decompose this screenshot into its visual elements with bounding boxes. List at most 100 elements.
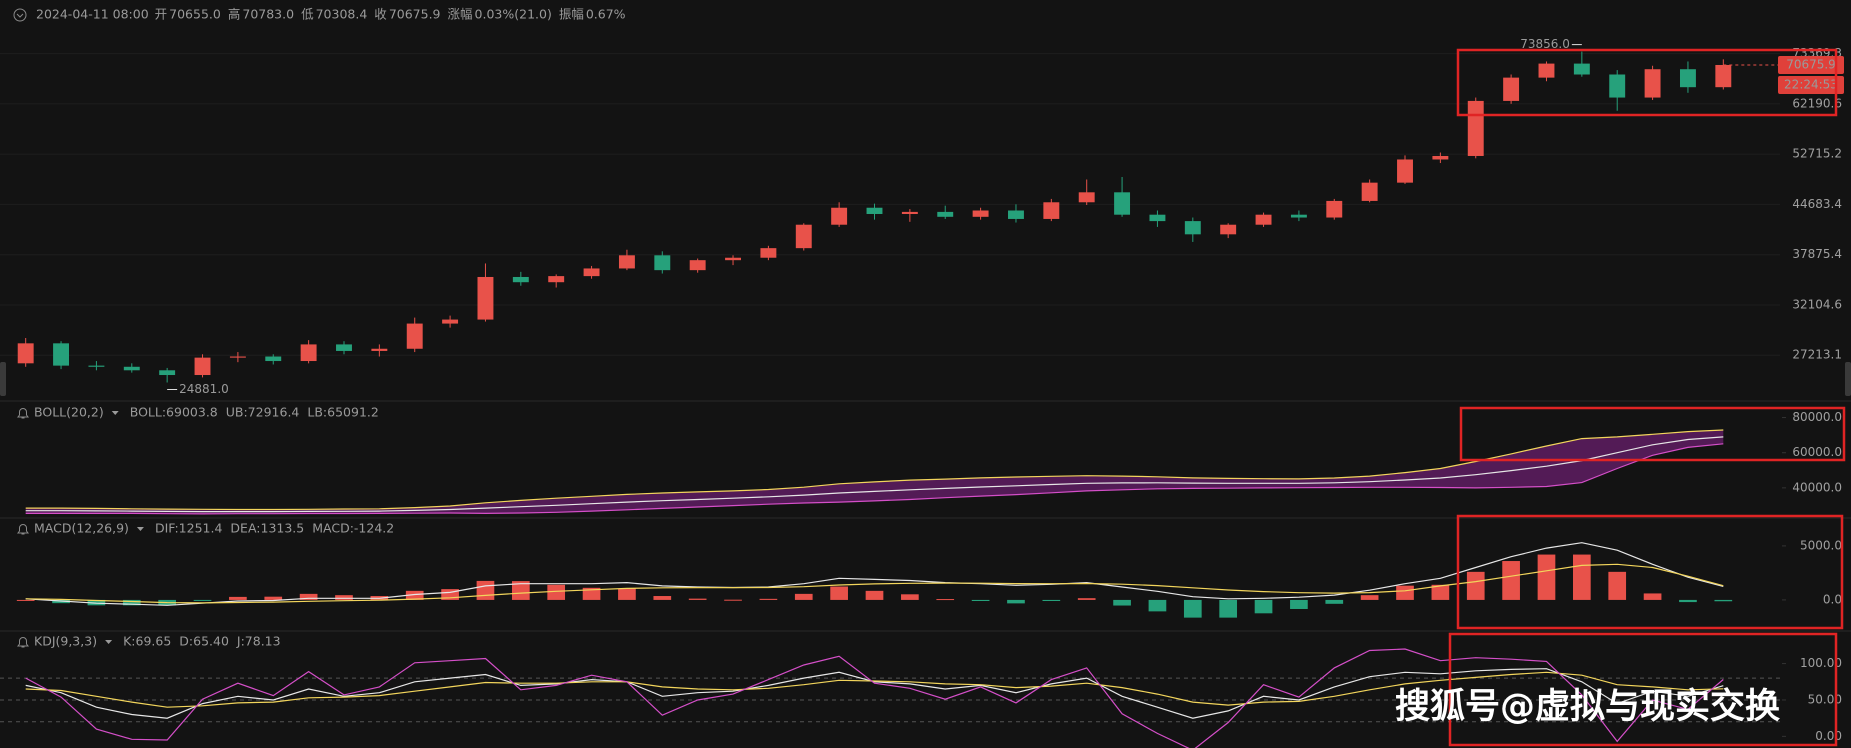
panel: 100.00 50.00 0.00 — [0, 637, 1842, 748]
candle-body — [1538, 63, 1555, 78]
candle-body — [866, 207, 883, 214]
highlight-box — [1459, 406, 1846, 462]
last-price-tag — [1778, 55, 1844, 74]
highlight-box — [1456, 514, 1844, 630]
macd-bar — [1396, 585, 1414, 600]
candle-body — [1043, 202, 1060, 219]
candle-body — [477, 276, 494, 320]
candle-body — [1008, 210, 1024, 219]
bell-icon — [17, 524, 29, 535]
panel: 80000.0 60000.0 40000.0 — [17, 408, 1842, 515]
countdown-label: 22:24:53 — [1784, 77, 1838, 91]
collapse-chevron — [16, 13, 24, 18]
macd-bar — [1183, 599, 1202, 618]
dropdown-arrow — [136, 527, 144, 531]
highlight-box — [1448, 632, 1838, 747]
macd-bar — [1360, 595, 1379, 600]
macd-bar — [441, 589, 459, 600]
macd-bar — [299, 593, 318, 600]
candle-body — [795, 224, 812, 249]
header-field-label: 低 — [301, 7, 314, 22]
macd-bar — [1431, 584, 1450, 600]
collapse-icon[interactable] — [13, 8, 27, 22]
d-line — [25, 671, 1724, 708]
macd-bar — [794, 593, 813, 600]
macd-bar — [1042, 599, 1061, 601]
macd-bar — [688, 598, 707, 600]
macd-bar — [1643, 593, 1662, 600]
header-field-value: 0.03%(21.0) — [475, 7, 552, 22]
candle-body — [1397, 159, 1413, 183]
middle-band — [25, 436, 1724, 513]
macd-bar — [335, 595, 353, 600]
y-tick-label: 37875.4 — [1792, 247, 1842, 261]
candle-body — [618, 255, 635, 269]
bell-icon — [17, 408, 29, 419]
candle-body — [1467, 100, 1484, 156]
candle-body — [229, 356, 246, 358]
candle-body — [1573, 63, 1590, 75]
macd-bar — [1290, 599, 1308, 609]
legend-entry: BOLL:69003.8 — [130, 405, 218, 420]
macd-bar — [264, 596, 283, 600]
candle-body — [1609, 74, 1626, 98]
plot-layers: 2024-04-11 08:00 开 70655.0 高 70783.0 低 70308.4… — [0, 7, 1844, 748]
y-tick-label: 52715.2 — [1792, 147, 1842, 161]
dea-line — [25, 563, 1724, 604]
macd-bar — [229, 596, 247, 600]
y-tick-label: 100.00 — [1800, 656, 1842, 670]
candle-body — [1644, 69, 1661, 98]
macd-bar — [122, 599, 141, 606]
macd-bar — [1608, 571, 1627, 600]
macd-bar — [724, 599, 742, 601]
macd-bar — [1113, 599, 1131, 606]
macd-bar — [1148, 599, 1167, 612]
candle-body — [512, 276, 529, 283]
macd-bar — [193, 599, 212, 601]
candle-body — [88, 365, 105, 367]
legend-entry: DEA:1313.5 — [230, 521, 304, 536]
extreme-label: 73856.0 — [1520, 37, 1570, 51]
y-tick-label: 40000.0 — [1792, 480, 1842, 494]
macd-bar — [1077, 598, 1096, 600]
macd-bar — [865, 590, 884, 600]
candle-body — [689, 260, 706, 271]
candle-body — [1220, 224, 1237, 235]
macd-bar — [547, 584, 566, 600]
candle-body — [1149, 214, 1166, 222]
macd-bar — [759, 598, 778, 600]
candle-body — [1432, 155, 1449, 160]
y-tick-label: 62190.6 — [1792, 96, 1842, 110]
j-line — [25, 648, 1724, 748]
macd-bar — [405, 590, 424, 600]
macd-bar — [618, 588, 636, 600]
candle-body — [548, 276, 565, 283]
candle-body — [123, 366, 140, 371]
y-tick-label: 0.00 — [1815, 729, 1842, 743]
candle-body — [901, 211, 918, 214]
macd-bar — [16, 599, 35, 601]
macd-bar — [936, 599, 955, 601]
scroll-handle-right[interactable] — [1845, 362, 1851, 396]
candle-body — [265, 356, 282, 362]
candle-body — [654, 255, 671, 271]
header-field-value: 70308.4 — [316, 7, 368, 22]
candle-body — [371, 348, 388, 351]
scroll-handle-left[interactable] — [0, 362, 6, 396]
candle-body — [1326, 200, 1343, 218]
watermark: 搜狐号@虚拟与现实交换 — [1395, 686, 1780, 727]
legend-entry: DIF:1251.4 — [155, 521, 223, 536]
legend-entry: UB:72916.4 — [226, 405, 300, 420]
candle-body — [760, 248, 777, 258]
dif-line — [25, 542, 1724, 606]
legend-entry: J:78.13 — [236, 634, 281, 649]
header-field-label: 开 — [155, 7, 168, 22]
candle-body — [1255, 214, 1272, 225]
macd-bar — [1714, 599, 1733, 602]
candle-body — [725, 257, 741, 261]
y-tick-label: 5000.0 — [1800, 538, 1842, 552]
y-tick-label: 32104.6 — [1792, 297, 1842, 311]
candle-body — [1078, 192, 1095, 203]
